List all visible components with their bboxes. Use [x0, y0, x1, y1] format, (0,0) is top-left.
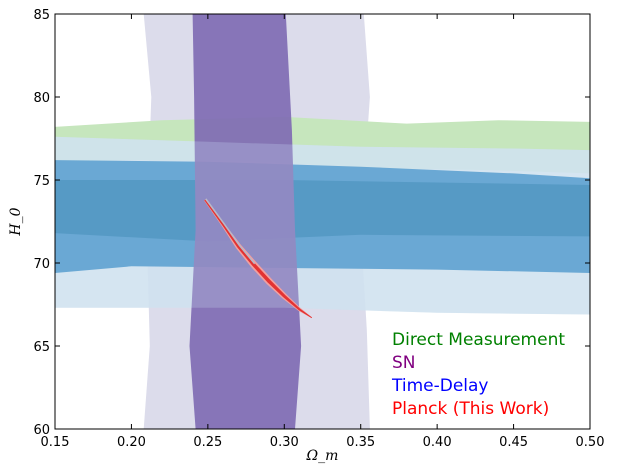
y-tick-label: 70 [33, 257, 50, 272]
time-delay-overlay [55, 136, 590, 315]
legend-entry: Planck (This Work) [392, 399, 549, 419]
x-axis-label: Ω_m [306, 448, 339, 464]
time-delay-contour-inner [55, 180, 590, 242]
y-tick-label: 75 [33, 174, 50, 189]
plot-area [55, 14, 590, 429]
x-tick-label: 0.35 [346, 435, 375, 450]
axis-ticks: 0.15 0.20 0.25 0.30 0.35 0.40 0.45 0.50 60 65 70 75… [33, 8, 604, 450]
legend: Direct Measurement SN Time-Delay Planck (Th… [391, 330, 565, 419]
sn-contour-inner [189, 14, 302, 429]
x-tick-label: 0.40 [423, 435, 452, 450]
x-tick-label: 0.20 [117, 435, 146, 450]
x-tick-label: 0.30 [270, 435, 299, 450]
legend-entry: Direct Measurement [392, 330, 565, 350]
y-tick-label: 80 [33, 91, 50, 106]
x-tick-label: 0.50 [576, 435, 605, 450]
legend-entry: Time-Delay [391, 376, 489, 396]
x-tick-label: 0.45 [499, 435, 528, 450]
y-tick-label: 85 [33, 8, 50, 23]
y-axis-label: H_0 [8, 207, 24, 236]
y-tick-label: 65 [33, 340, 50, 355]
legend-entry: SN [392, 353, 416, 373]
x-tick-label: 0.25 [193, 435, 222, 450]
plot-frame [54, 13, 591, 430]
planck-contour-highlight [205, 198, 256, 265]
x-tick-label: 0.15 [41, 435, 70, 450]
y-tick-label: 60 [33, 423, 50, 438]
